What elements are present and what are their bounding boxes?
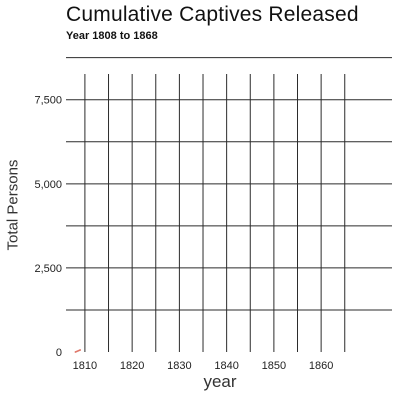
x-tick-label: 1840 [214,360,238,372]
x-axis-title: year [120,372,320,392]
x-tick-label: 1810 [73,360,97,372]
x-tick-label: 1820 [120,360,144,372]
data-point [75,351,77,353]
data-point [79,349,81,351]
y-tick-label: 0 [56,347,62,359]
y-axis-title: Total Persons [5,160,22,251]
x-tick-label: 1850 [262,360,286,372]
y-tick-label: 5,000 [34,179,62,191]
x-tick-label: 1830 [167,360,191,372]
y-tick-label: 2,500 [34,263,62,275]
x-tick-label: 1860 [309,360,333,372]
y-tick-label: 7,500 [34,95,62,107]
